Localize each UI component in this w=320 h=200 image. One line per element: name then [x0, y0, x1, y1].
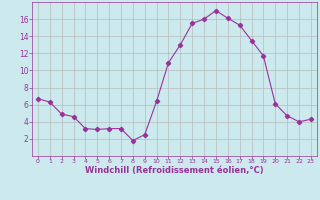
X-axis label: Windchill (Refroidissement éolien,°C): Windchill (Refroidissement éolien,°C): [85, 166, 264, 175]
